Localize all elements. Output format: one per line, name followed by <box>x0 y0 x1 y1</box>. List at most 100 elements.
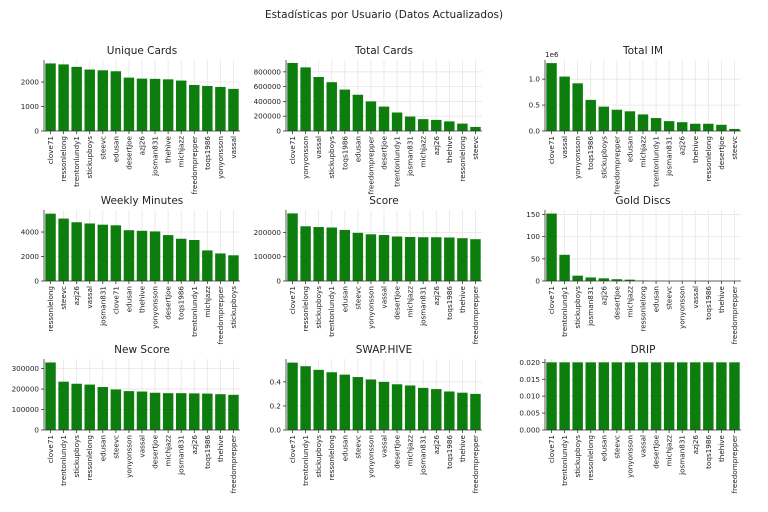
bar <box>300 366 311 430</box>
x-tick-label: ressonlelong <box>639 286 648 332</box>
x-tick-label: trentonlundy1 <box>560 286 569 337</box>
x-tick-label: clove71 <box>547 136 556 164</box>
x-tick-label: edusan <box>652 286 661 312</box>
chart-title: Score <box>369 195 398 207</box>
y-tick-label: 200000 <box>12 385 40 394</box>
x-tick-label: azj26 <box>190 435 199 455</box>
y-tick-label: 200000 <box>254 112 282 121</box>
bar <box>729 362 740 430</box>
bar <box>703 123 714 131</box>
bar <box>84 223 95 281</box>
x-tick-label: trentonlundy1 <box>190 286 199 337</box>
y-tick-label: 0 <box>34 426 39 435</box>
x-tick-label: stickupboys <box>72 435 81 478</box>
y-tick-label: 300000 <box>12 364 40 373</box>
bar <box>58 381 69 430</box>
x-tick-label: desertjoe <box>393 285 402 319</box>
x-tick-label: josman831 <box>586 286 595 327</box>
chart-title: Total IM <box>622 45 663 57</box>
x-tick-label: thehive <box>458 434 467 462</box>
x-tick-label: trentonlundy1 <box>652 136 661 187</box>
y-tick-label: 100000 <box>12 405 40 414</box>
y-tick-label: 0 <box>276 127 281 136</box>
bar <box>175 238 187 281</box>
x-tick-label: steevc <box>471 136 480 160</box>
x-tick-label: vassal <box>380 435 389 458</box>
bar <box>585 362 596 430</box>
chart-panel-8: 0.000 0.005 0.010 0.015 0.020 clove71 trentonl… <box>519 344 741 493</box>
x-tick-label: steevc <box>98 136 107 160</box>
x-tick-label: azj26 <box>72 286 81 306</box>
bar <box>716 124 727 131</box>
bar <box>391 236 403 281</box>
x-tick-label: steevc <box>353 286 362 310</box>
x-tick-label: freedomprepper <box>730 435 739 493</box>
x-tick-label: ressonlelong <box>458 136 467 182</box>
bar <box>175 393 187 430</box>
bar <box>339 89 351 131</box>
x-tick-label: edusan <box>340 435 349 461</box>
x-tick-label: desertjoe <box>612 285 621 319</box>
chart-panel-3: 0 2000 4000 ressonlelong steevc azj26 vassal jo… <box>21 195 240 344</box>
x-tick-label: azj26 <box>432 435 441 455</box>
chart-panel-1: 0 200000 400000 600000 800000 clove71 yonyonss… <box>254 45 482 194</box>
bar <box>417 237 429 281</box>
bar <box>84 69 95 131</box>
bar <box>215 86 226 131</box>
y-tick-label: 0.000 <box>519 426 540 435</box>
x-tick-label: stickupboys <box>599 136 608 179</box>
x-tick-label: josman831 <box>419 435 428 476</box>
bar <box>136 391 148 430</box>
chart-title: Unique Cards <box>107 45 177 57</box>
figure-title: Estadísticas por Usuario (Datos Actualiz… <box>265 9 503 21</box>
bar <box>378 381 390 430</box>
bar <box>559 254 570 281</box>
x-tick-label: steevc <box>353 435 362 459</box>
x-tick-label: michjazz <box>406 286 415 318</box>
bar <box>45 213 56 281</box>
bar <box>444 237 455 281</box>
x-tick-label: yonyonsson <box>678 286 687 329</box>
x-tick-label: thehive <box>216 434 225 462</box>
x-tick-label: josman831 <box>98 286 107 327</box>
y-tick-label: 0.010 <box>519 392 540 401</box>
bar <box>97 70 109 131</box>
x-tick-label: michjazz <box>177 136 186 168</box>
x-tick-label: vassal <box>314 136 323 159</box>
bar <box>202 250 213 281</box>
bar <box>202 393 213 430</box>
x-tick-label: yonyonsson <box>573 136 582 179</box>
x-tick-label: steevc <box>730 136 739 160</box>
y-tick-label: 0 <box>535 277 540 286</box>
chart-panel-0: 0 1000 2000 clove71 ressonlelong trentonlundy… <box>21 45 240 194</box>
x-tick-label: desertjoe <box>380 135 389 169</box>
y-tick-label: 0.4 <box>270 377 282 386</box>
y-tick-label: 0 <box>276 277 281 286</box>
bar <box>300 226 311 281</box>
x-tick-label: vassal <box>639 435 648 458</box>
chart-panel-5: 0 50 100 150 clove71 trentonlundy1 stickupboys… <box>526 195 741 344</box>
bar <box>110 71 122 131</box>
x-tick-label: steevc <box>111 435 120 459</box>
x-tick-label: clove71 <box>46 136 55 164</box>
x-tick-label: clove71 <box>288 435 297 463</box>
x-tick-label: vassal <box>85 286 94 309</box>
bar <box>97 224 109 281</box>
bar <box>326 227 337 281</box>
bar <box>457 392 468 430</box>
bar <box>598 278 610 281</box>
bar <box>690 362 701 430</box>
x-tick-label: stickupboys <box>314 435 323 478</box>
bar <box>189 84 200 131</box>
x-tick-label: vassal <box>380 286 389 309</box>
x-tick-label: josman831 <box>406 136 415 177</box>
bar <box>690 123 701 131</box>
chart-panel-4: 0 100000 200000 clove71 ressonlelong stickupb… <box>254 195 482 344</box>
bar <box>572 362 583 430</box>
bar <box>676 362 688 430</box>
bar <box>123 77 135 131</box>
bar <box>572 83 583 131</box>
x-tick-label: edusan <box>599 435 608 461</box>
x-tick-label: trentonlundy1 <box>327 286 336 337</box>
bar <box>624 279 636 281</box>
